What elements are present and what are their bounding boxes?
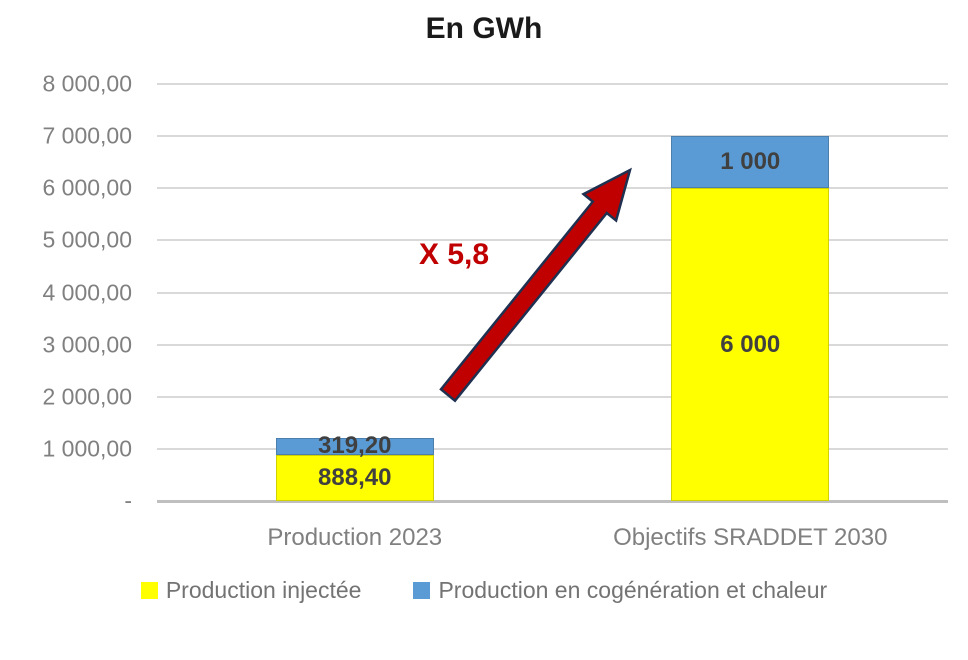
plot-area: 888,40 319,20 Production 2023 6 000 1 000 Obj… (157, 83, 948, 551)
y-axis-tick-label: 7 000,00 (42, 122, 132, 149)
chart-title: En GWh (425, 12, 543, 45)
category-label: Production 2023 (267, 524, 443, 551)
legend-item-injectee: Production injectée (140, 577, 362, 604)
gridline (157, 447, 948, 450)
y-axis-tick-label: 1 000,00 (42, 435, 132, 462)
multiplier-annotation: X 5,8 (419, 238, 490, 271)
gridline (157, 500, 948, 503)
y-axis-tick-label: 3 000,00 (42, 331, 132, 358)
legend-label: Production en cogénération et chaleur (438, 577, 828, 603)
legend-swatch-icon (140, 582, 158, 599)
bar-objectifs-2030: 6 000 1 000 (671, 84, 830, 501)
gridline (157, 135, 948, 138)
legend-item-cogeneration: Production en cogénération et chaleur (413, 577, 827, 604)
y-axis-tick-label: 6 000,00 (42, 174, 132, 201)
category-label: Objectifs SRADDET 2030 (613, 524, 888, 551)
y-axis-tick-label: 8 000,00 (42, 70, 132, 97)
data-label: 6 000 (720, 330, 781, 358)
legend-swatch-icon (413, 582, 431, 599)
y-axis-labels: 8 000,00 7 000,00 6 000,00 5 000,00 4 000,00… (0, 71, 132, 514)
y-axis-tick-label: 5 000,00 (42, 226, 132, 253)
bar-segment-yellow: 888,40 (275, 454, 434, 501)
y-axis-tick-label: 2 000,00 (42, 383, 132, 410)
legend-label: Production injectée (165, 577, 362, 603)
data-label: 319,20 (318, 432, 392, 460)
bar-production-2023: 888,40 319,20 (275, 84, 434, 501)
bar-segment-yellow: 6 000 (671, 188, 830, 501)
y-axis-tick-label: 4 000,00 (42, 279, 132, 305)
bar-segment-blue: 1 000 (671, 136, 830, 189)
data-label: 1 000 (720, 148, 781, 176)
legend: Production injectée Production en cogénér… (0, 577, 968, 604)
data-label: 888,40 (318, 463, 392, 491)
gridline (157, 83, 948, 85)
y-axis-tick-label: - (124, 487, 132, 514)
bar-segment-blue: 319,20 (275, 434, 434, 458)
